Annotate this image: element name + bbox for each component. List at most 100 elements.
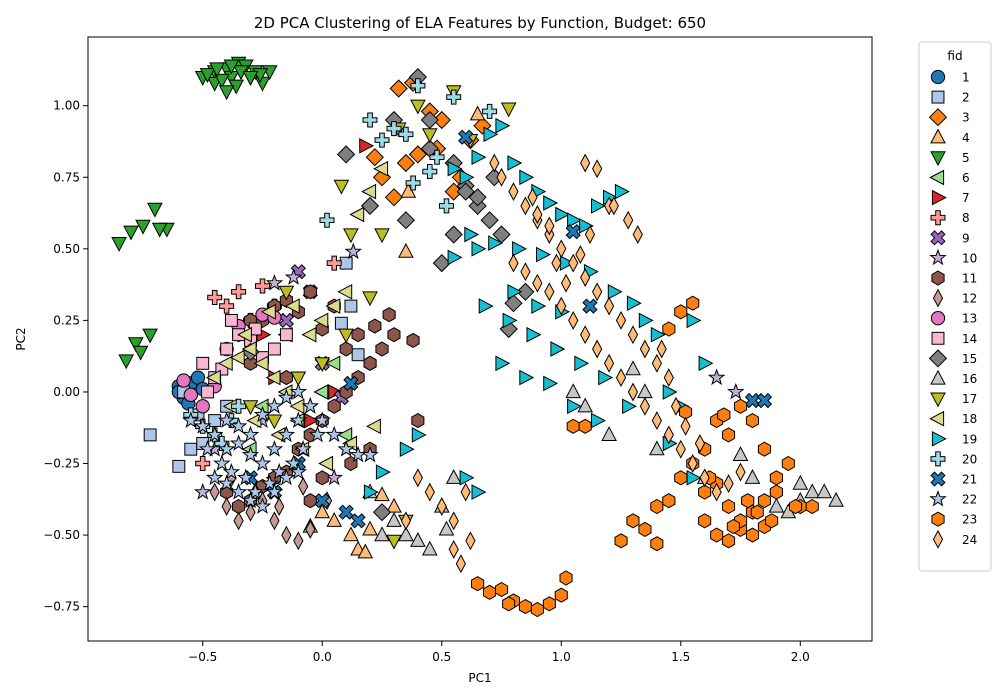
point-fid-11 (411, 413, 425, 429)
point-fid-19 (626, 295, 642, 312)
point-fid-24 (615, 368, 627, 388)
point-fid-22 (337, 440, 355, 457)
point-fid-24 (556, 239, 567, 259)
y-tick-label: −0.75 (43, 600, 80, 614)
point-fid-4 (374, 486, 390, 502)
point-fid-23 (710, 527, 724, 543)
chart-title: 2D PCA Clustering of ELA Features by Fun… (254, 14, 706, 32)
point-fid-16 (649, 440, 665, 456)
point-fid-15 (360, 196, 380, 216)
legend-item-17: 17 (930, 392, 977, 408)
legend-label: 18 (962, 412, 977, 426)
point-fid-19 (459, 169, 475, 186)
point-fid-24 (670, 396, 682, 416)
point-fid-24 (544, 216, 555, 236)
point-fid-24 (663, 425, 674, 445)
point-fid-24 (615, 310, 627, 330)
point-fid-12 (221, 497, 232, 516)
legend-title: fid (947, 49, 962, 63)
point-fid-14 (220, 342, 234, 356)
point-fid-23 (745, 527, 759, 543)
point-fid-15 (468, 188, 487, 207)
point-fid-23 (626, 513, 640, 529)
point-fid-15 (456, 182, 475, 201)
point-fid-17 (421, 128, 438, 144)
x-tick-label: −0.5 (188, 650, 217, 664)
point-fid-19 (567, 212, 582, 229)
point-fid-12 (245, 502, 256, 522)
y-tick-label: 0.75 (53, 170, 80, 184)
point-fid-23 (559, 570, 573, 586)
point-fid-22 (198, 440, 217, 457)
point-fid-24 (560, 273, 572, 293)
point-fid-24 (580, 268, 591, 287)
point-fid-19 (638, 312, 654, 329)
point-fid-17 (278, 285, 295, 301)
point-fid-17 (290, 371, 307, 387)
point-fid-11 (279, 370, 293, 386)
point-fid-23 (502, 596, 516, 612)
point-fid-19 (686, 312, 702, 329)
point-fid-11 (387, 327, 401, 343)
point-fid-17 (314, 357, 331, 373)
legend-item-21: 21 (930, 471, 977, 487)
point-fid-22 (205, 468, 224, 486)
point-fid-19 (698, 355, 714, 372)
point-fid-16 (410, 532, 426, 547)
point-fid-2 (143, 428, 157, 442)
x-axis-label: PC1 (468, 671, 491, 685)
point-fid-12 (305, 519, 316, 539)
point-fid-23 (471, 576, 485, 592)
point-fid-16 (732, 446, 749, 461)
point-fid-18 (241, 341, 257, 357)
point-fid-17 (362, 291, 378, 307)
point-fid-8 (195, 456, 211, 471)
point-fid-24 (508, 253, 519, 273)
legend-label: 12 (962, 292, 977, 306)
point-fid-24 (680, 416, 691, 436)
point-fid-23 (698, 484, 712, 500)
point-fid-11 (406, 332, 420, 348)
point-fid-24 (568, 310, 579, 330)
point-fid-19 (399, 441, 415, 458)
legend-label: 3 (962, 111, 970, 125)
point-fid-17 (242, 400, 259, 416)
point-fid-23 (722, 427, 736, 443)
point-fid-15 (504, 294, 523, 313)
legend-marker (930, 210, 946, 226)
point-fid-16 (565, 383, 582, 399)
legend-item-4: 4 (930, 128, 970, 145)
series-5 (111, 56, 278, 370)
point-fid-22 (217, 411, 236, 429)
point-fid-4 (357, 543, 374, 559)
point-fid-5 (123, 225, 139, 241)
point-fid-22 (246, 482, 265, 500)
point-fid-19 (459, 469, 475, 486)
point-fid-2 (351, 348, 365, 362)
point-fid-24 (448, 511, 459, 531)
point-fid-11 (375, 341, 389, 357)
point-fid-12 (233, 511, 244, 531)
y-tick-label: 0.25 (53, 313, 80, 327)
legend-item-3: 3 (928, 108, 970, 127)
legend-item-11: 11 (931, 270, 977, 286)
point-fid-16 (792, 474, 809, 490)
point-fid-5 (118, 354, 135, 370)
point-fid-14 (201, 385, 214, 399)
point-fid-24 (584, 225, 596, 244)
point-fid-8 (207, 290, 223, 305)
legend-label: 16 (962, 372, 977, 386)
point-fid-16 (374, 526, 390, 542)
point-fid-19 (607, 283, 623, 300)
point-fid-16 (601, 426, 617, 441)
point-fid-3 (396, 153, 416, 173)
point-fid-24 (460, 482, 471, 502)
legend-marker (931, 430, 947, 447)
point-fid-24 (556, 296, 567, 316)
point-fid-18 (366, 418, 381, 435)
point-fid-19 (579, 218, 594, 234)
point-fid-12 (293, 531, 304, 551)
series-23 (471, 295, 819, 618)
point-fid-8 (219, 298, 235, 314)
